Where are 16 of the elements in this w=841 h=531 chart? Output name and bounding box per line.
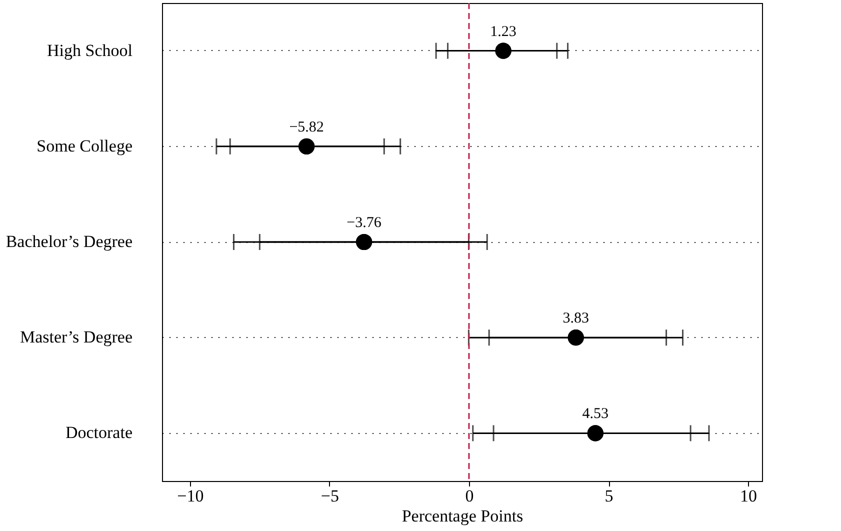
data-label: −5.82 [289,119,324,136]
data-label: −3.76 [346,215,382,231]
y-tick-label: Some College [36,136,132,156]
y-tick-label: High School [47,40,133,60]
x-axis-title: Percentage Points [402,506,524,526]
data-label: 4.53 [582,406,609,422]
y-tick-label: Bachelor’s Degree [6,232,132,251]
x-tick-label: −5 [320,486,339,506]
x-tick-label: 10 [740,486,758,506]
y-tick-label: Master’s Degree [20,328,132,347]
x-tick-label: −10 [177,486,204,506]
data-label: 3.83 [562,310,589,327]
x-tick-label: 0 [465,486,474,506]
y-tick-label: Doctorate [65,423,132,442]
data-label: 1.23 [490,24,516,40]
x-tick-label: 5 [604,486,614,506]
